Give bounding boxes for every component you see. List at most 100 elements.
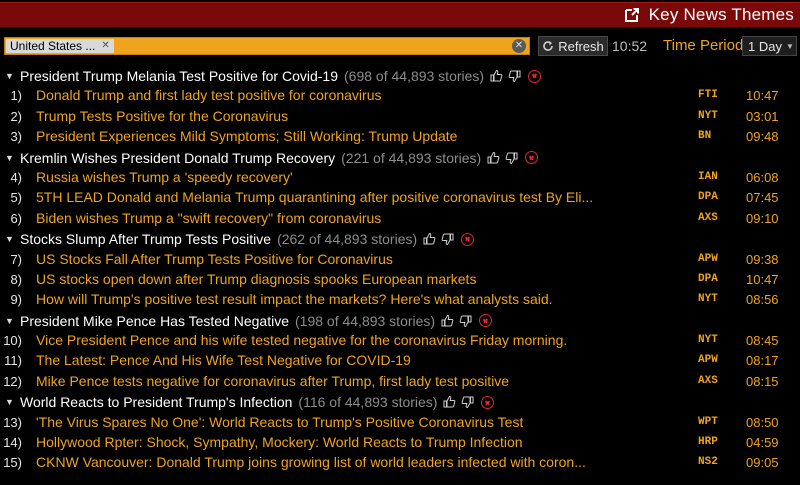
story-row[interactable]: 14) Hollywood Rpter: Shock, Sympathy, Moc… — [0, 433, 800, 453]
story-row[interactable]: 13) 'The Virus Spares No One': World Reac… — [0, 413, 800, 433]
story-headline[interactable]: President Experiences Mild Symptoms; Sti… — [36, 128, 458, 145]
thumbs-up-icon[interactable] — [440, 314, 454, 328]
time-period-value: 1 Day — [748, 38, 782, 54]
search-input[interactable]: United States ... ✕ ✕ — [4, 37, 530, 55]
story-source: HRP — [698, 436, 718, 449]
thumbs-down-icon[interactable] — [459, 314, 473, 328]
story-row[interactable]: 3) President Experiences Mild Symptoms; S… — [0, 127, 800, 147]
story-number: 3) — [10, 129, 22, 145]
story-row[interactable]: 8) US stocks open down after Trump diagno… — [0, 270, 800, 290]
group-header[interactable]: ▼ World Reacts to President Trump's Infec… — [0, 392, 800, 412]
refresh-icon — [542, 40, 554, 52]
remove-icon[interactable] — [481, 395, 495, 409]
story-number: 7) — [10, 251, 22, 267]
remove-icon[interactable] — [479, 314, 493, 328]
story-source: BN — [698, 130, 712, 143]
story-time: 03:01 — [746, 108, 779, 124]
story-time: 06:08 — [746, 169, 779, 185]
thumbs-down-icon[interactable] — [508, 69, 522, 83]
thumbs-down-icon[interactable] — [505, 151, 519, 165]
thumbs-up-icon[interactable] — [422, 232, 436, 246]
story-number: 15) — [3, 455, 22, 471]
story-source: AXS — [698, 211, 718, 224]
group-header[interactable]: ▼ Kremlin Wishes President Donald Trump R… — [0, 148, 800, 168]
group-title[interactable]: Stocks Slump After Trump Tests Positive — [20, 231, 272, 248]
collapse-triangle-icon[interactable]: ▼ — [5, 152, 14, 163]
title-bar-background — [0, 2, 800, 28]
story-headline[interactable]: How will Trump's positive test result im… — [36, 291, 553, 308]
story-number: 2) — [10, 108, 22, 124]
time-period-label: Time Period — [663, 37, 744, 54]
remove-icon[interactable] — [528, 69, 542, 83]
story-headline[interactable]: Biden wishes Trump a "swift recovery" fr… — [36, 209, 382, 226]
story-row[interactable]: 10) Vice President Pence and his wife tes… — [0, 331, 800, 351]
story-row[interactable]: 12) Mike Pence tests negative for coronav… — [0, 372, 800, 392]
token-remove-icon[interactable]: ✕ — [101, 40, 110, 51]
story-number: 10) — [3, 333, 22, 349]
story-source: WPT — [698, 415, 718, 428]
group-header[interactable]: ▼ President Mike Pence Has Tested Negativ… — [0, 311, 800, 331]
story-source: APW — [698, 252, 718, 265]
title-wrap: Key News Themes — [623, 4, 794, 26]
thumbs-up-icon[interactable] — [442, 395, 456, 409]
story-headline[interactable]: Donald Trump and first lady test positiv… — [36, 87, 382, 104]
story-row[interactable]: 15) CKNW Vancouver: Donald Trump joins gr… — [0, 453, 800, 473]
chevron-down-icon: ▼ — [785, 41, 794, 51]
story-row[interactable]: 5) 5TH LEAD Donald and Melania Trump quar… — [0, 188, 800, 208]
story-time: 07:45 — [746, 190, 779, 206]
remove-icon[interactable] — [525, 151, 539, 165]
story-headline[interactable]: The Latest: Pence And His Wife Test Nega… — [36, 352, 411, 369]
story-row[interactable]: 7) US Stocks Fall After Trump Tests Posit… — [0, 250, 800, 270]
group-title[interactable]: World Reacts to President Trump's Infect… — [20, 394, 293, 411]
clock: 10:52 — [612, 38, 648, 54]
story-number: 13) — [3, 414, 22, 430]
story-number: 11) — [4, 353, 22, 369]
story-headline[interactable]: Russia wishes Trump a 'speedy recovery' — [36, 168, 293, 185]
thumbs-down-icon[interactable] — [441, 232, 455, 246]
search-token-label: United States ... — [10, 39, 96, 53]
thumbs-up-icon[interactable] — [489, 69, 503, 83]
story-row[interactable]: 2) Trump Tests Positive for the Coronavir… — [0, 107, 800, 127]
group-header[interactable]: ▼ President Trump Melania Test Positive f… — [0, 66, 800, 86]
search-token[interactable]: United States ... ✕ — [6, 39, 114, 53]
story-number: 8) — [10, 271, 22, 287]
collapse-triangle-icon[interactable]: ▼ — [5, 234, 14, 245]
clear-search-icon[interactable]: ✕ — [512, 39, 526, 53]
group-header[interactable]: ▼ Stocks Slump After Trump Tests Positive… — [0, 229, 800, 249]
story-number: 4) — [10, 169, 22, 185]
story-headline[interactable]: US Stocks Fall After Trump Tests Positiv… — [36, 250, 393, 267]
thumbs-down-icon[interactable] — [461, 395, 475, 409]
time-period-select[interactable]: 1 Day ▼ — [742, 36, 797, 56]
collapse-triangle-icon[interactable]: ▼ — [5, 397, 14, 408]
story-time: 08:56 — [746, 292, 779, 308]
group-title[interactable]: President Mike Pence Has Tested Negative — [20, 312, 289, 329]
story-row[interactable]: 6) Biden wishes Trump a "swift recovery" … — [0, 209, 800, 229]
story-headline[interactable]: Hollywood Rpter: Shock, Sympathy, Mocker… — [36, 434, 523, 451]
story-headline[interactable]: CKNW Vancouver: Donald Trump joins growi… — [36, 454, 586, 471]
app-title: Key News Themes — [648, 5, 794, 24]
story-row[interactable]: 11) The Latest: Pence And His Wife Test N… — [0, 351, 800, 371]
story-headline[interactable]: 'The Virus Spares No One': World Reacts … — [36, 413, 524, 430]
remove-icon[interactable] — [461, 232, 475, 246]
story-headline[interactable]: 5TH LEAD Donald and Melania Trump quaran… — [36, 189, 594, 206]
story-time: 09:10 — [746, 210, 779, 226]
refresh-button[interactable]: Refresh — [538, 36, 608, 56]
story-row[interactable]: 1) Donald Trump and first lady test posit… — [0, 86, 800, 106]
story-headline[interactable]: US stocks open down after Trump diagnosi… — [36, 270, 477, 287]
collapse-triangle-icon[interactable]: ▼ — [5, 315, 14, 326]
external-link-icon[interactable] — [623, 6, 641, 24]
story-row[interactable]: 9) How will Trump's positive test result … — [0, 290, 800, 310]
thumbs-up-icon[interactable] — [486, 151, 500, 165]
story-headline[interactable]: Mike Pence tests negative for coronaviru… — [36, 372, 510, 389]
title-bar: Key News Themes — [0, 0, 800, 30]
story-row[interactable]: 4) Russia wishes Trump a 'speedy recovery… — [0, 168, 800, 188]
group-title[interactable]: President Trump Melania Test Positive fo… — [20, 68, 338, 85]
story-headline[interactable]: Vice President Pence and his wife tested… — [36, 332, 568, 349]
story-headline[interactable]: Trump Tests Positive for the Coronavirus — [36, 107, 289, 124]
story-time: 10:47 — [746, 88, 779, 104]
story-list: ▼ President Trump Melania Test Positive f… — [0, 66, 800, 474]
story-number: 14) — [3, 435, 22, 451]
group-title[interactable]: Kremlin Wishes President Donald Trump Re… — [20, 149, 336, 166]
story-time: 08:15 — [746, 373, 779, 389]
collapse-triangle-icon[interactable]: ▼ — [5, 71, 14, 82]
